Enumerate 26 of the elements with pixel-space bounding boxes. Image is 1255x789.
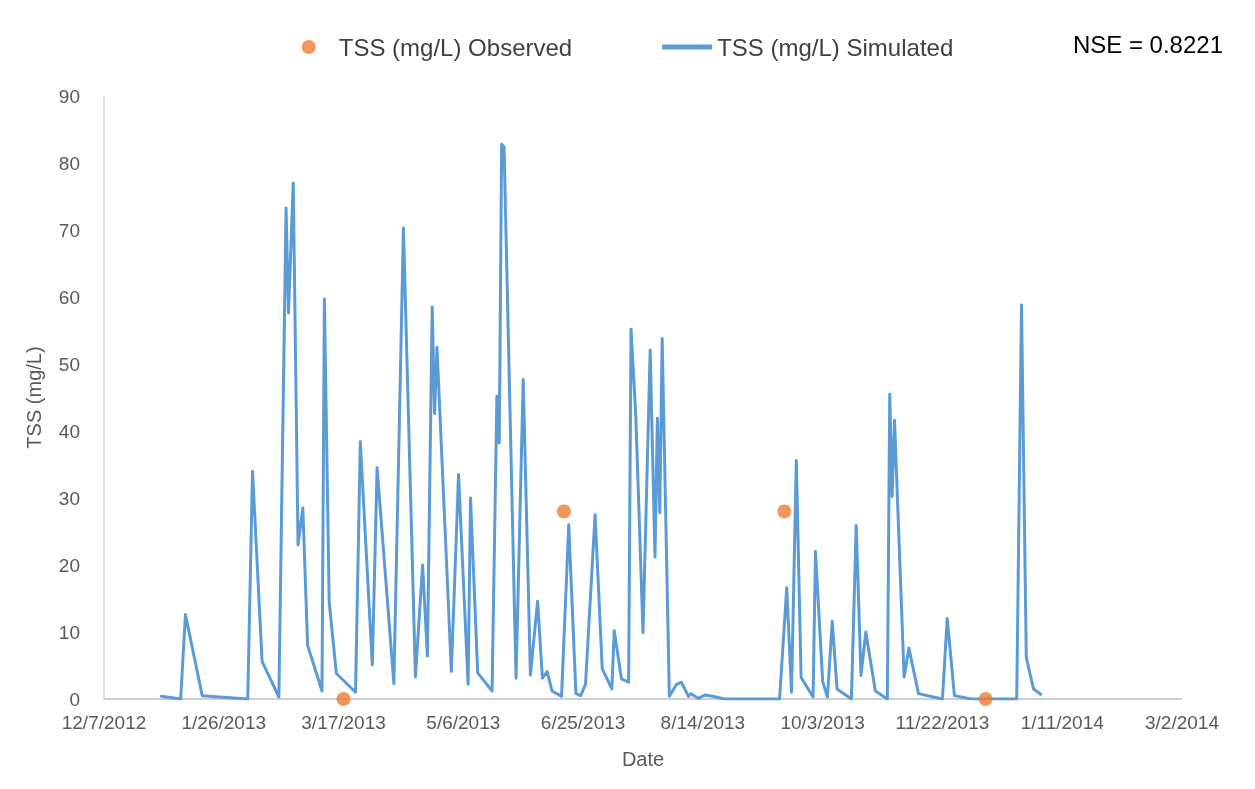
- y-tick-label: 60: [58, 286, 80, 308]
- y-tick-label: 90: [58, 85, 80, 107]
- y-tick-label: 0: [69, 688, 80, 710]
- x-tick-label: 1/11/2014: [1020, 712, 1105, 733]
- text: NSE = 0.8221: [1072, 30, 1223, 58]
- y-tick-label: 70: [58, 219, 80, 241]
- line-series: [159, 142, 1043, 701]
- x-tick-label: 1/26/2013: [181, 712, 267, 733]
- legend-label: TSS (mg/L) Observed: [338, 33, 573, 61]
- x-tick-label: 3/17/2013: [301, 712, 386, 733]
- legend-label: TSS (mg/L) Simulated: [717, 33, 954, 61]
- y-tick-label: 10: [58, 621, 80, 643]
- y-tick-label: 20: [58, 554, 80, 576]
- x-axis-title: Date: [621, 748, 665, 770]
- x-tick-label: 8/14/2013: [660, 712, 746, 733]
- x-tick-label: 10/3/2013: [780, 712, 865, 733]
- x-tick-label: 5/6/2013: [426, 712, 501, 733]
- x-tick-label: 11/22/2013: [895, 712, 990, 733]
- y-tick-label: 80: [58, 152, 80, 174]
- y-tick-label: 40: [58, 420, 80, 442]
- x-tick-label: 12/7/2012: [61, 712, 147, 733]
- y-axis-title: TSS (mg/L): [23, 346, 45, 449]
- x-tick-label: 6/25/2013: [540, 712, 626, 733]
- y-tick-label: 30: [58, 487, 80, 509]
- x-tick-label: 3/2/2014: [1145, 712, 1220, 733]
- y-tick-label: 50: [58, 353, 80, 375]
